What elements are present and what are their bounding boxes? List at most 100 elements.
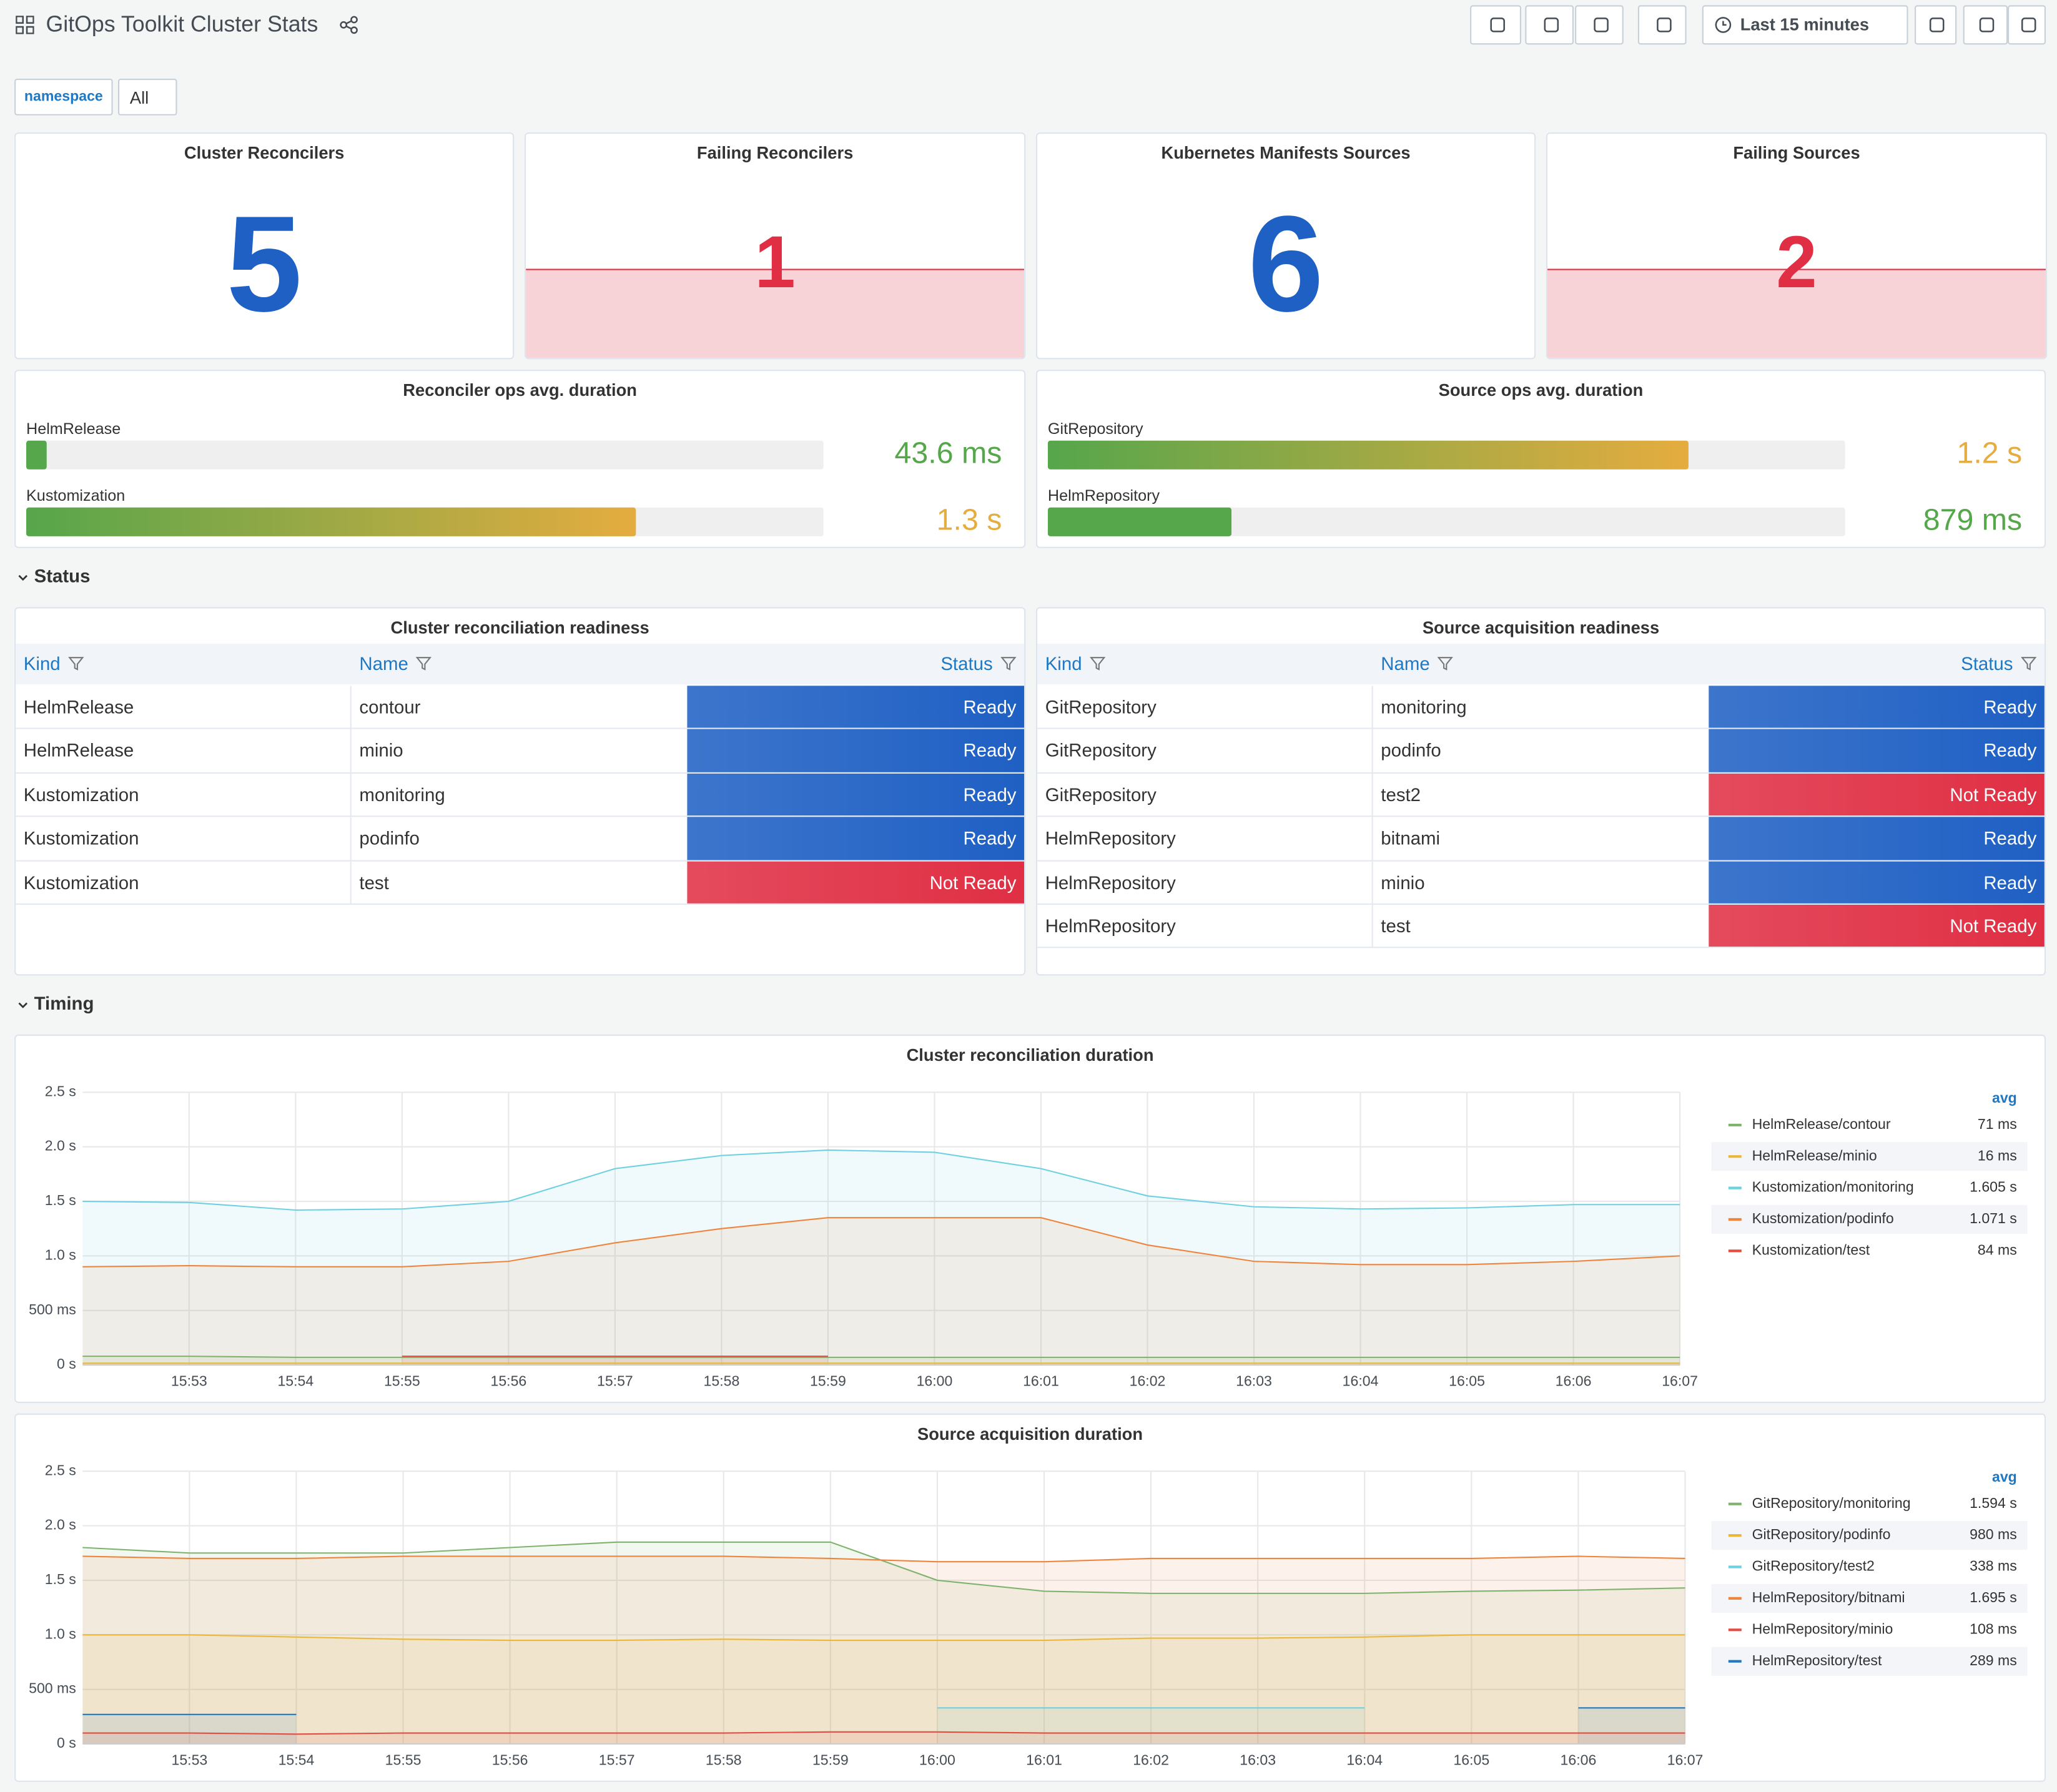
bar-label: GitRepository (1047, 420, 1143, 438)
icon-part (2021, 657, 2037, 671)
refresh-button[interactable] (1963, 5, 2008, 45)
settings-button[interactable] (1575, 5, 1624, 45)
table-header (1037, 644, 2045, 685)
table-cell: GitRepository (1037, 773, 1373, 817)
column-header[interactable]: Kind (16, 644, 352, 684)
icon-part (1722, 21, 1727, 26)
dashboard-icon (16, 16, 34, 34)
cell-text: Ready (963, 740, 1017, 761)
row-title[interactable]: Timing (34, 992, 94, 1014)
column-title[interactable]: Name (359, 652, 408, 674)
legend-avg: 108 ms (1970, 1620, 2017, 1637)
table-panel: Cluster reconciliation readiness Kind Name… (14, 607, 1026, 976)
bar-value: 879 ms (1923, 502, 2023, 536)
column-title[interactable]: Kind (23, 652, 61, 674)
legend-avg: 1.071 s (1970, 1210, 2017, 1226)
refresh-menu-button[interactable] (2008, 5, 2046, 45)
filter-icon (415, 657, 432, 671)
panel-title: Reconciler ops avg. duration (403, 380, 638, 400)
table-cell: Ready (687, 817, 1025, 861)
cell-text: Ready (1983, 827, 2037, 849)
dashboard-title[interactable]: GitOps Toolkit Cluster Stats (46, 11, 318, 37)
icon-part (350, 16, 358, 24)
icon-part (1543, 17, 1559, 32)
cell-text: Kustomization (23, 871, 139, 893)
bar (1047, 507, 1232, 536)
x-tick-label: 16:02 (1130, 1372, 1166, 1389)
tv-mode-button[interactable] (1637, 5, 1687, 45)
table-cell: bitnami (1373, 817, 1709, 861)
row-title[interactable]: Status (34, 565, 91, 586)
icon-part (415, 657, 432, 671)
column-header[interactable]: Status (687, 644, 1024, 684)
legend-label: HelmRelease/contour (1752, 1116, 1891, 1132)
table-cell: Kustomization (16, 773, 352, 817)
table-cell: Not Ready (1709, 904, 2045, 949)
table-cell: test2 (1373, 774, 1709, 817)
icon-part (1000, 657, 1017, 671)
icon-part (350, 26, 358, 34)
stat-panel: Failing Reconcilers 1 (524, 132, 1026, 360)
legend-label: Kustomization/test (1752, 1241, 1870, 1258)
table-cell: GitRepository (1037, 729, 1373, 774)
cell-text: test (359, 871, 389, 893)
y-tick-label: 0 s (57, 1735, 76, 1751)
x-tick-label: 16:05 (1453, 1751, 1489, 1768)
legend-row-bg (1711, 1521, 2028, 1550)
bar-label: Kustomization (26, 486, 126, 505)
add-panel-button[interactable] (1470, 5, 1521, 45)
table-cell: monitoring (351, 774, 688, 817)
bar-track (1047, 507, 1845, 536)
table-cell: podinfo (351, 817, 688, 861)
y-tick-label: 0 s (57, 1356, 76, 1372)
cell-text: monitoring (1381, 696, 1467, 717)
filter-icon (2021, 657, 2037, 671)
column-header[interactable]: Name (352, 644, 688, 684)
column-title[interactable]: Status (1961, 652, 2013, 674)
table-cell: Ready (1709, 686, 2045, 730)
column-title[interactable]: Name (1381, 652, 1430, 674)
stat-panel: Failing Sources 2 (1546, 132, 2048, 360)
zoom-out-button[interactable] (1914, 5, 1957, 45)
area (82, 1635, 1685, 1744)
column-title[interactable]: Status (940, 652, 993, 674)
stat-panel: Cluster Reconcilers 5 (14, 132, 515, 360)
icon-part (26, 16, 34, 24)
legend-label: GitRepository/test2 (1752, 1558, 1875, 1574)
x-tick-label: 16:02 (1133, 1751, 1169, 1768)
table-cell: GitRepository (1037, 686, 1373, 730)
cell-text: podinfo (1381, 740, 1441, 761)
column-header[interactable]: Kind (1037, 644, 1373, 684)
bar-gauge (1047, 440, 1845, 536)
panel-title: Source acquisition readiness (1422, 618, 1660, 638)
table-cell: minio (351, 729, 688, 774)
table-cell: Ready (687, 686, 1025, 730)
icon-part (18, 1002, 28, 1008)
stat-value: 1 (754, 220, 796, 303)
variable-value[interactable]: All (129, 87, 149, 108)
time-picker[interactable]: Last 15 minutes (1702, 5, 1908, 45)
cell-text: GitRepository (1045, 784, 1157, 805)
save-button[interactable] (1525, 5, 1574, 45)
cell-text: HelmRepository (1045, 827, 1176, 849)
icon-part (68, 657, 84, 671)
column-header[interactable]: Name (1373, 644, 1709, 684)
time-range[interactable]: Last 15 minutes (1740, 14, 1870, 34)
share-icon (340, 16, 358, 34)
table-cell: HelmRelease (16, 686, 352, 730)
cell-text: Kustomization (23, 784, 139, 805)
column-title[interactable]: Kind (1045, 652, 1082, 674)
legend-avg: 16 ms (1978, 1147, 2017, 1163)
x-tick-label: 16:01 (1023, 1372, 1059, 1389)
icon-part (1929, 17, 1945, 32)
variable-select[interactable]: All (117, 78, 177, 116)
table-cell: Ready (1709, 729, 2045, 774)
button-icon (1543, 17, 1559, 32)
area (82, 1542, 1685, 1744)
column-header[interactable]: Status (1709, 644, 2045, 684)
icon-part (2020, 17, 2036, 32)
line (82, 1634, 1685, 1642)
stat-title: Cluster Reconcilers (184, 142, 345, 163)
cell-text: Ready (1983, 740, 2037, 761)
